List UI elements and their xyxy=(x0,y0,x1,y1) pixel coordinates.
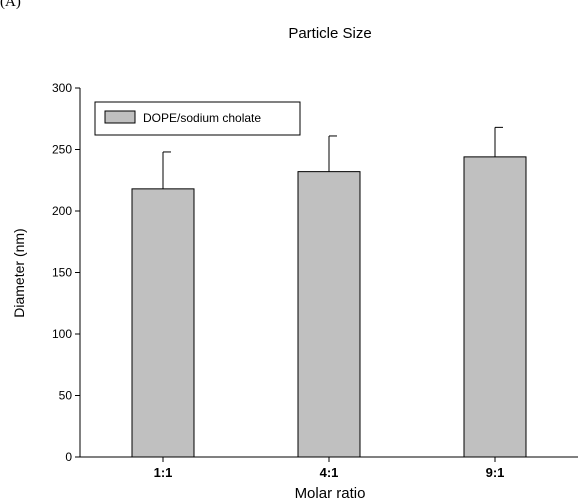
plot-area: 0 50 100 150 200 250 300 1:1 4:1 9:1 DOPE/sodium c… xyxy=(52,81,578,480)
legend-label: DOPE/sodium cholate xyxy=(143,111,261,125)
y-tick-label: 0 xyxy=(65,450,72,464)
bar xyxy=(463,156,527,458)
x-tick-label: 9:1 xyxy=(486,465,505,480)
y-tick-label: 50 xyxy=(59,389,73,403)
legend-swatch xyxy=(104,110,136,124)
y-axis-label: Diameter (nm) xyxy=(11,228,27,317)
y-tick-label: 200 xyxy=(52,204,72,218)
x-axis-label: Molar ratio xyxy=(295,485,366,502)
panel-label: (A) xyxy=(0,0,21,10)
bar xyxy=(131,188,195,458)
x-tick-label: 1:1 xyxy=(154,465,173,480)
y-tick-label: 100 xyxy=(52,327,72,341)
y-tick-label: 250 xyxy=(52,143,72,157)
y-tick-label: 300 xyxy=(52,81,72,95)
bar xyxy=(297,171,361,458)
x-tick-label: 4:1 xyxy=(320,465,339,480)
chart-title: Particle Size xyxy=(288,25,371,42)
y-tick-label: 150 xyxy=(52,266,72,280)
